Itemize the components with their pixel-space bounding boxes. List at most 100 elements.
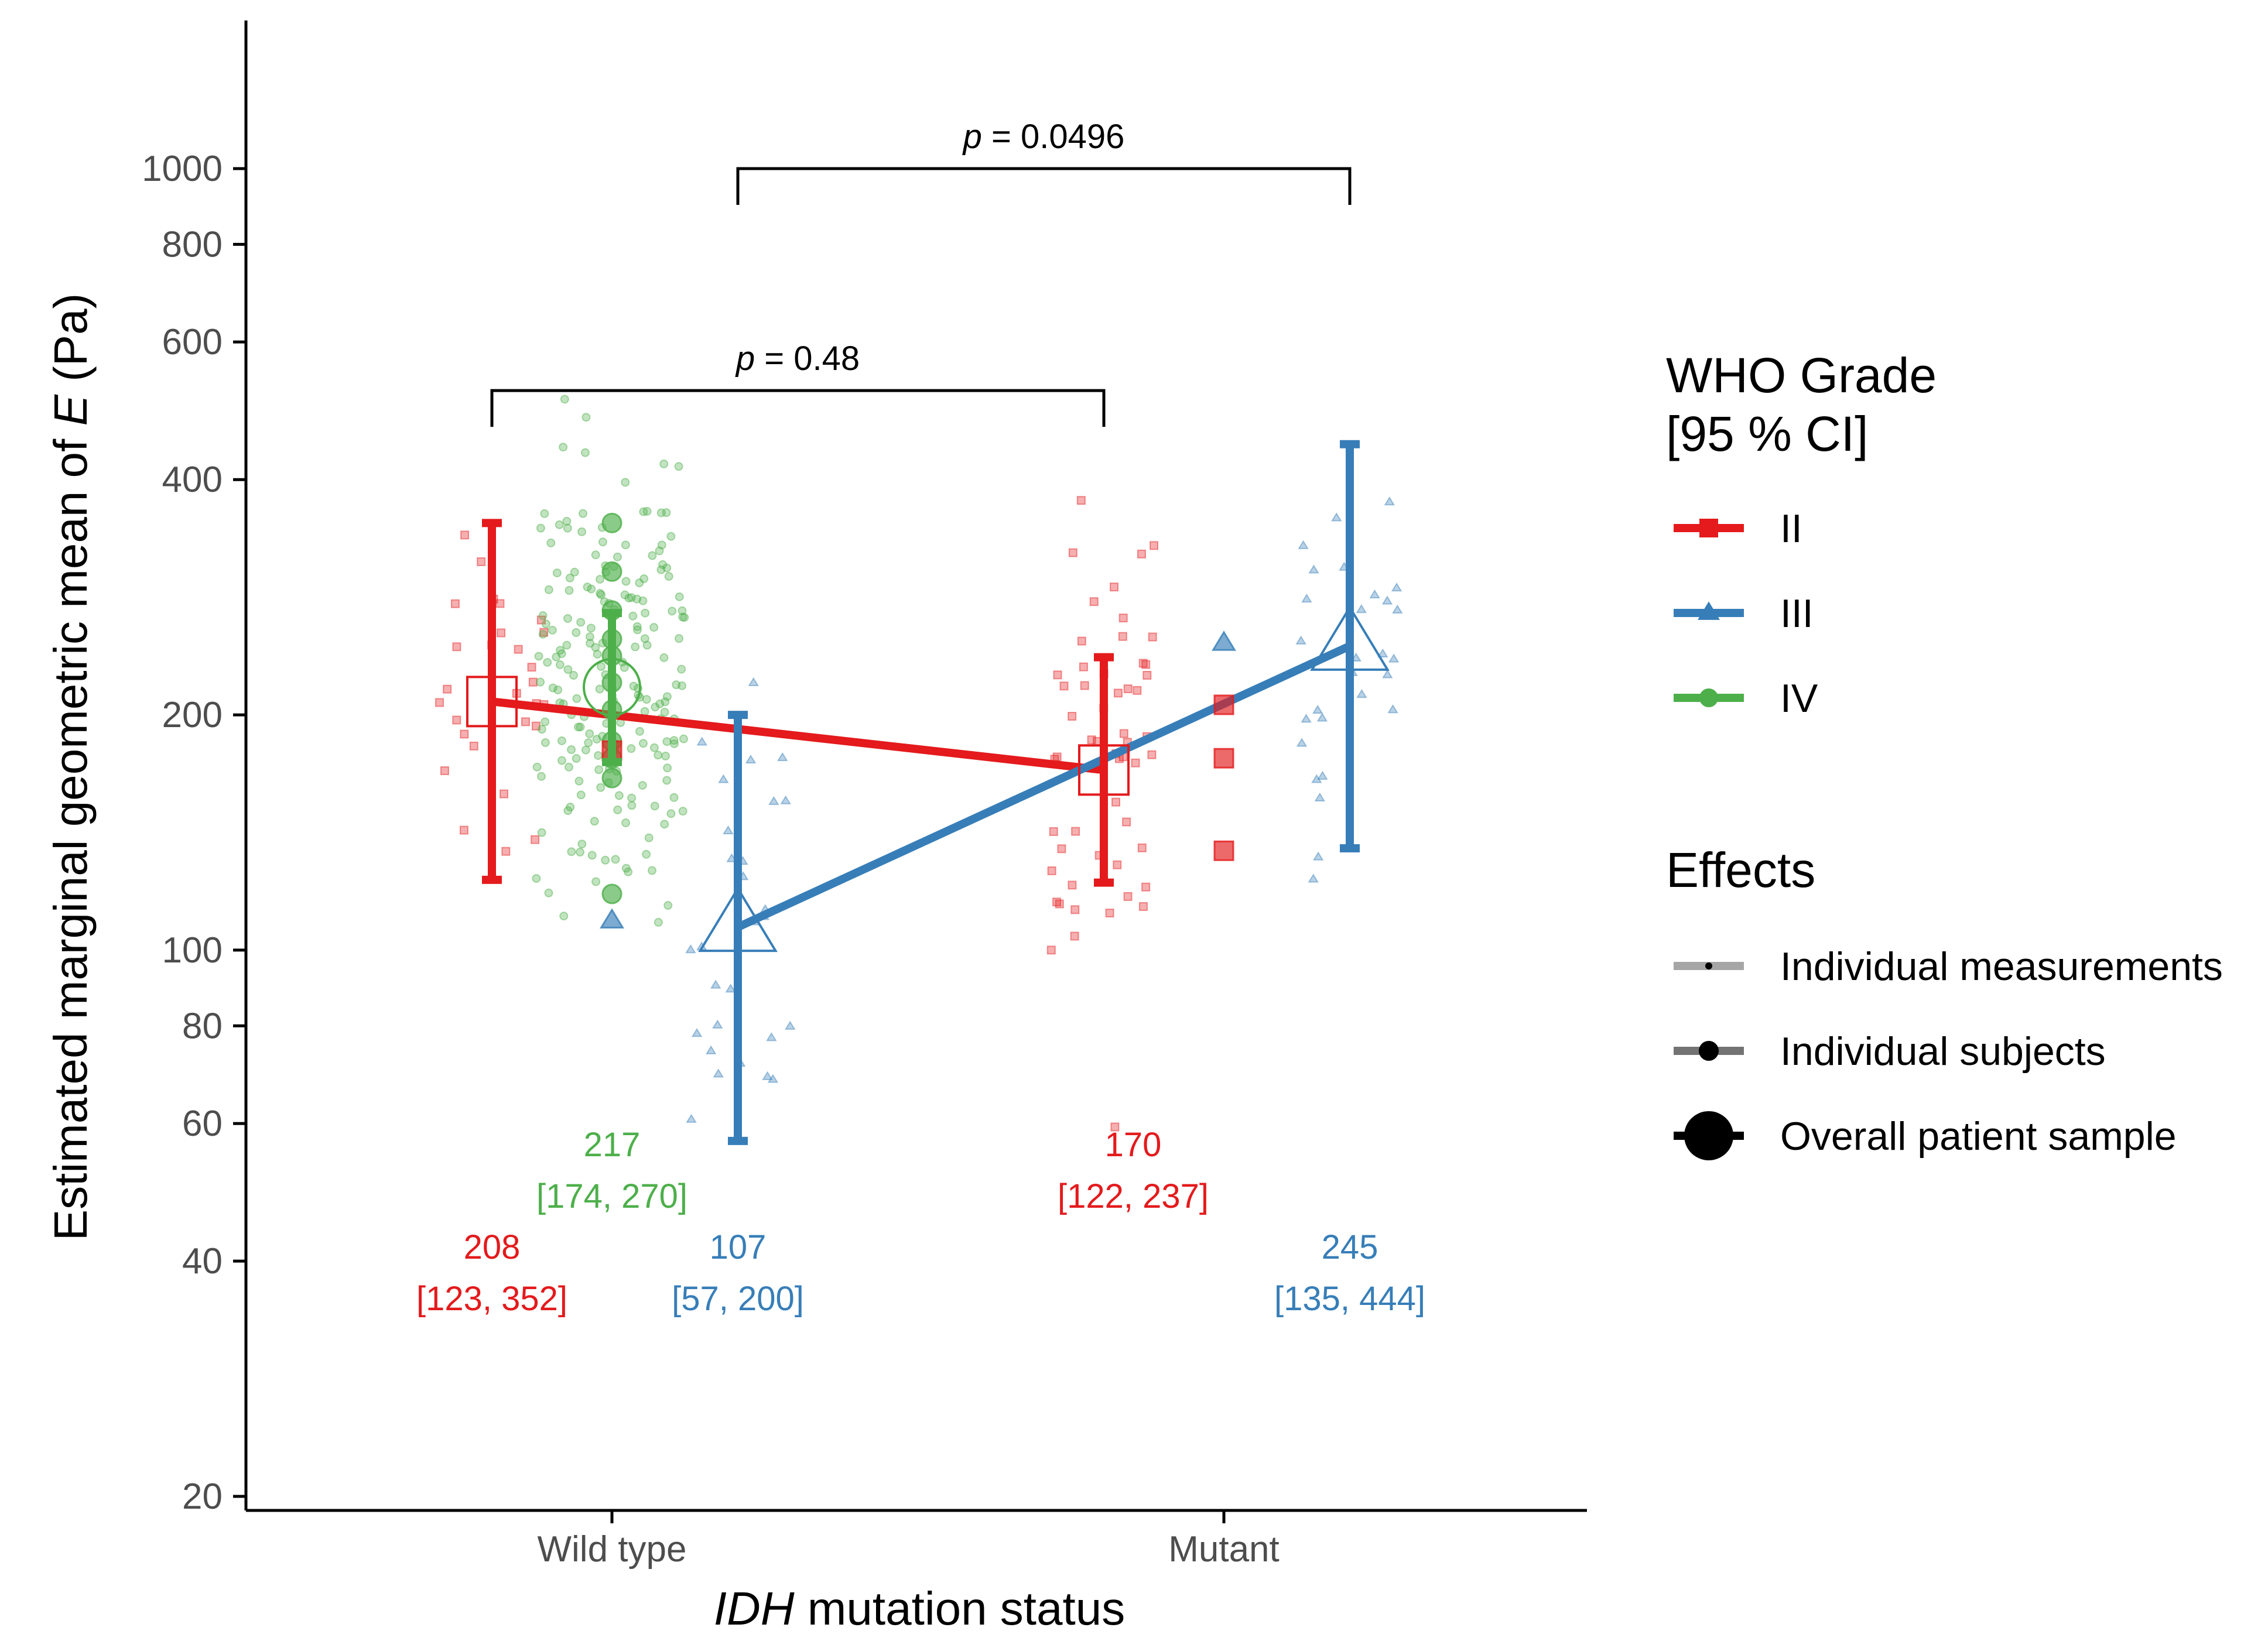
individual-measurement [656,508,666,518]
individual-measurement [638,596,648,605]
individual-measurement [1301,714,1312,723]
individual-measurement [594,751,603,760]
individual-measurement [1138,659,1148,668]
individual-measurement [572,628,581,638]
individual-measurement [1301,593,1312,603]
individual-measurement [1316,712,1328,722]
individual-measurement [585,729,594,738]
individual-measurement [1312,851,1324,861]
estimate-labels: 208 [123, 352] 170 [122, 237] 107 [57, 200] 24… [416,1126,1425,1318]
estimate-mean-label: 217 [584,1126,641,1164]
individual-measurement [686,1113,697,1123]
individual-measurement [557,649,566,659]
individual-measurement [541,738,550,747]
individual-measurement [596,783,606,792]
legend-grade-label: III [1780,591,1814,636]
individual-measurement [562,516,572,526]
individual-measurement [1057,844,1066,854]
mean-line-III [736,642,1352,931]
individual-measurement [1076,496,1086,505]
y-axis-title: Estimated marginal geometric mean of E (… [45,293,97,1241]
individual-measurement [1295,635,1306,645]
individual-measurement [586,639,595,648]
individual-measurement [555,520,564,529]
individual-measurement [1356,604,1367,614]
individual-measurement [1296,738,1308,747]
individual-measurement [1111,797,1121,807]
estimate-ci-label: [123, 352] [416,1280,567,1318]
comparison-bracket [490,389,1106,427]
individual-measurement [677,664,686,674]
individual-measurement [651,703,660,712]
individual-measurement [563,806,573,816]
individual-measurement [642,640,652,650]
estimate-ci-label: [174, 270] [536,1177,687,1215]
p-value-label: p = 0.0496 [962,118,1125,156]
legend-key-marker-II [1699,519,1718,537]
individual-measurement [452,642,461,652]
individual-measurement [500,789,509,799]
individual-measurement [450,599,460,608]
individual-measurement [632,622,642,631]
individual-measurement [565,586,574,595]
individual-measurement [563,614,573,623]
overall-mean-II [1078,744,1130,796]
individual-measurement [597,590,606,599]
estimate-ci-label: [122, 237] [1058,1177,1209,1215]
estimate-mean-label: 208 [464,1228,521,1266]
individual-measurement [660,820,669,829]
individual-measurement [1059,681,1069,691]
individual-measurement [548,625,557,635]
individual-measurement [580,448,590,457]
individual-measurement [572,754,581,763]
individual-measurement [536,772,546,781]
y-tick-label: 200 [162,695,223,735]
estimate-ci-label: [135, 444] [1274,1280,1425,1318]
y-tick-label: 60 [182,1104,223,1144]
individual-measurement [1053,670,1062,680]
individual-measurement [541,717,550,727]
y-tick-label: 1000 [142,149,223,189]
individual-measurement [459,825,468,835]
individual-measurement [635,727,644,736]
individual-subject [1213,840,1234,861]
y-tick-label: 20 [182,1476,223,1517]
individual-measurement [627,793,637,803]
individual-measurement [621,818,631,828]
individual-measurement [662,508,671,518]
estimate-mean-label: 170 [1105,1126,1162,1164]
individual-measurement [662,563,672,573]
individual-measurement [650,801,659,811]
individual-measurement [638,780,647,790]
individual-measurement [574,776,584,786]
individual-measurement [654,751,663,760]
individual-measurement [537,828,546,837]
individual-measurement [1087,735,1096,745]
individual-measurement [544,585,553,594]
estimate-mean-label: 245 [1322,1228,1378,1266]
individual-measurement [674,462,683,471]
individual-measurement [528,677,538,687]
individual-measurement [562,640,572,650]
x-ticks: Wild type Mutant [538,1510,1280,1570]
x-tick-label: Mutant [1168,1529,1280,1570]
individual-measurement [1068,548,1077,557]
individual-measurements-layer [435,395,1403,1132]
individual-measurement [1377,648,1388,657]
individual-measurement [1118,614,1128,623]
individual-measurement [785,1020,796,1030]
individual-measurement [613,552,622,561]
individual-measurement [1110,583,1119,592]
individual-measurement [1312,704,1323,714]
overall-mean-III [1310,605,1390,671]
individual-measurement [501,847,511,856]
individual-measurement [627,801,637,810]
individual-subject [601,512,622,533]
x-tick-label: Wild type [538,1529,687,1570]
individual-measurement [642,506,652,516]
individual-measurement [710,979,721,989]
individual-measurement [586,623,596,633]
individual-measurement [1308,564,1319,574]
y-tick-label: 600 [162,322,223,362]
individual-measurement [555,660,565,669]
